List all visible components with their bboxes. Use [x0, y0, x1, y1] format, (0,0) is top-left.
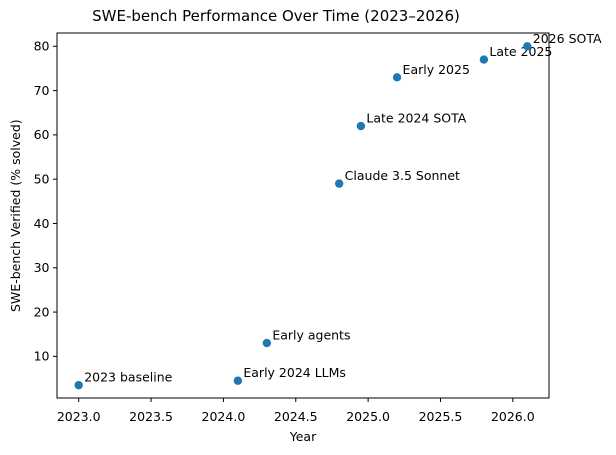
data-point: [334, 179, 344, 188]
y-axis-tick-label: 20: [34, 304, 50, 319]
x-axis-tick-label: 2026.0: [491, 409, 535, 424]
chart-title: SWE-bench Performance Over Time (2023–20…: [92, 7, 460, 25]
y-axis-tick-label: 30: [34, 260, 50, 275]
data-point: [356, 121, 366, 131]
data-point: [523, 42, 532, 51]
y-axis-tick-label: 10: [34, 349, 50, 364]
point-label: Early agents: [272, 328, 350, 343]
data-point: [233, 376, 243, 385]
y-axis-tick-label: 80: [34, 39, 50, 54]
x-axis-label: Year: [289, 429, 317, 444]
y-axis-tick-label: 70: [34, 83, 50, 98]
data-point: [479, 55, 489, 64]
point-label: Late 2024 SOTA: [366, 111, 466, 126]
data-point: [262, 338, 272, 348]
point-label: Early 2024 LLMs: [243, 365, 346, 380]
x-axis-tick-label: 2025.5: [419, 409, 463, 424]
point-label: Late 2025: [489, 44, 552, 59]
y-axis-tick-label: 50: [34, 171, 50, 186]
point-label: Claude 3.5 Sonnet: [345, 168, 460, 183]
x-axis-tick-label: 2023.0: [57, 409, 101, 424]
x-axis-tick-label: 2025.0: [346, 409, 390, 424]
y-axis-tick-label: 40: [34, 216, 50, 231]
x-axis-tick-label: 2024.0: [202, 409, 246, 424]
plot-border: [56, 32, 550, 399]
point-label: 2023 baseline: [84, 370, 172, 385]
point-label: 2026 SOTA: [533, 31, 602, 46]
x-axis-tick-label: 2023.5: [129, 409, 173, 424]
y-axis-tick-label: 60: [34, 127, 50, 142]
x-axis-tick-label: 2024.5: [274, 409, 318, 424]
data-point: [392, 73, 402, 82]
point-label: Early 2025: [403, 62, 470, 77]
data-point: [74, 380, 83, 390]
